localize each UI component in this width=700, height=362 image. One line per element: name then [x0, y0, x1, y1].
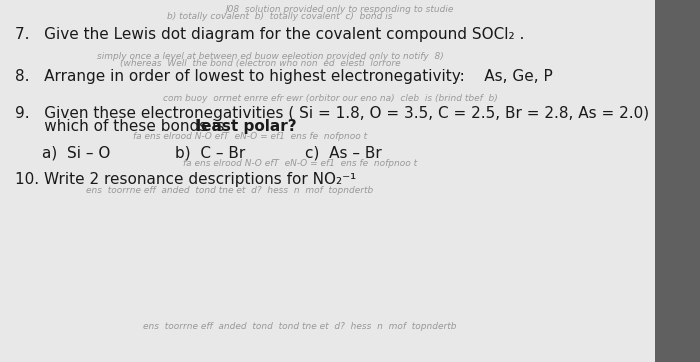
Text: c)  As – Br: c) As – Br: [305, 146, 382, 161]
Text: fa ens elrood N-O efT  eN-O = ef1  ens fe  nofpnoo t: fa ens elrood N-O efT eN-O = ef1 ens fe …: [183, 159, 417, 168]
Text: b)  C – Br: b) C – Br: [175, 146, 245, 161]
Text: ens  toorrne eff  anded  tond  tond tne et  d?  hess  n  mof  topndertb: ens toorrne eff anded tond tond tne et d…: [144, 322, 456, 331]
Text: J08  solution provided only to responding to studie: J08 solution provided only to responding…: [226, 5, 454, 14]
Text: 9.   Given these electronegativities ( Si = 1.8, O = 3.5, C = 2.5, Br = 2.8, As : 9. Given these electronegativities ( Si …: [15, 106, 649, 121]
Text: 10. Write 2 resonance descriptions for NO₂⁻¹: 10. Write 2 resonance descriptions for N…: [15, 172, 356, 187]
Text: (whereas  Well  the bond (electron who non  ed  elesti  lorrore: (whereas Well the bond (electron who non…: [120, 59, 400, 68]
Text: a)  Si – O: a) Si – O: [42, 146, 111, 161]
Text: com buoy  orrnet enrre efr ewr (orbitor our eno na)  cleb  is (brind tbef  b): com buoy orrnet enrre efr ewr (orbitor o…: [162, 94, 498, 103]
Bar: [655, 0, 700, 362]
Text: which of these bonds is: which of these bonds is: [15, 119, 230, 134]
Text: fa ens elrood N-O efT  eN-O = ef1  ens fe  nofpnoo t: fa ens elrood N-O efT eN-O = ef1 ens fe …: [133, 132, 367, 141]
Text: ens  toorrne eff  anded  tond tne et  d?  hess  n  mof  topndertb: ens toorrne eff anded tond tne et d? hes…: [86, 186, 374, 195]
Text: least polar?: least polar?: [196, 119, 297, 134]
Text: simply once a level at between ed buow eeleotion provided only to notify  8): simply once a level at between ed buow e…: [97, 52, 443, 61]
Text: b) totally covalent  b)  totally covalent  c)  bond is: b) totally covalent b) totally covalent …: [167, 12, 393, 21]
Text: 8.   Arrange in order of lowest to highest electronegativity:    As, Ge, P: 8. Arrange in order of lowest to highest…: [15, 69, 553, 84]
Text: 7.   Give the Lewis dot diagram for the covalent compound SOCl₂ .: 7. Give the Lewis dot diagram for the co…: [15, 27, 524, 42]
